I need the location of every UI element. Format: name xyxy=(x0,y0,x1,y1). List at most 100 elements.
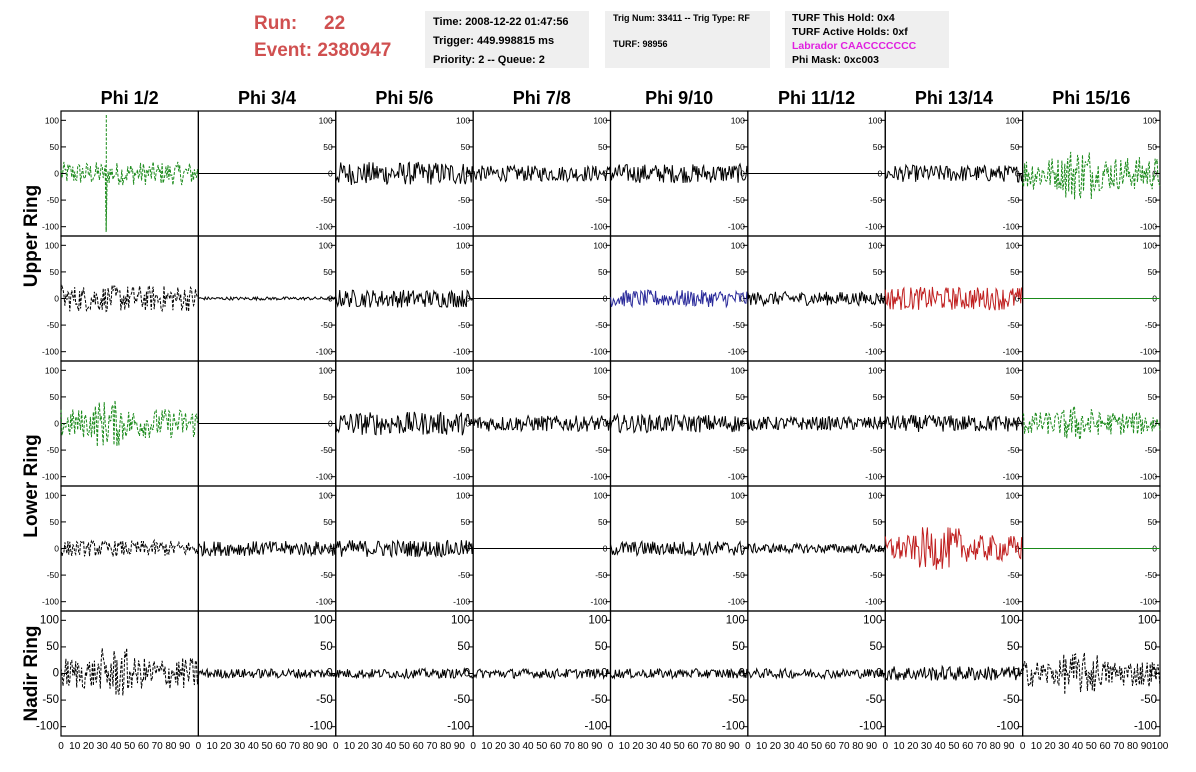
column-title: Phi 9/10 xyxy=(645,88,713,108)
y-tick-label: 0 xyxy=(740,544,745,554)
x-tick-label: 20 xyxy=(83,741,95,752)
waveform-line xyxy=(60,538,199,558)
y-tick-label: 50 xyxy=(320,641,333,653)
y-tick-label: 0 xyxy=(465,419,470,429)
y-tick-label: -50 xyxy=(47,195,60,205)
x-tick-label: 0 xyxy=(196,741,202,752)
x-tick-label: 90 xyxy=(591,741,603,752)
x-tick-label: 90 xyxy=(1141,741,1153,752)
y-tick-label: 100 xyxy=(593,490,607,500)
y-tick-label: -50 xyxy=(47,445,60,455)
y-tick-label: 50 xyxy=(735,392,745,402)
y-tick-label: 0 xyxy=(1015,544,1020,554)
x-tick-label: 60 xyxy=(687,741,699,752)
y-tick-label: 0 xyxy=(1015,294,1020,304)
x-tick-label: 20 xyxy=(220,741,232,752)
column-title: Phi 13/14 xyxy=(915,88,993,108)
y-tick-label: 50 xyxy=(732,641,745,653)
y-tick-label: 100 xyxy=(314,614,333,626)
y-tick-label: 50 xyxy=(1010,517,1020,527)
y-tick-label: -100 xyxy=(447,721,470,733)
y-tick-label: -100 xyxy=(722,721,745,733)
x-tick-label: 50 xyxy=(811,741,823,752)
waveform-line xyxy=(610,412,749,434)
waveform-line xyxy=(884,527,1024,570)
waveform-line xyxy=(472,414,611,433)
y-tick-label: -100 xyxy=(865,347,882,357)
x-tick-label: 70 xyxy=(289,741,301,752)
y-tick-label: -50 xyxy=(595,570,608,580)
x-tick-label: 70 xyxy=(426,741,438,752)
y-tick-label: 50 xyxy=(1007,641,1020,653)
x-tick-label: 30 xyxy=(509,741,521,752)
y-tick-label: -100 xyxy=(42,222,59,232)
y-tick-label: -50 xyxy=(47,320,60,330)
y-tick-label: -100 xyxy=(590,472,607,482)
y-tick-label: -50 xyxy=(320,570,333,580)
y-tick-label: 50 xyxy=(1010,392,1020,402)
y-tick-label: -100 xyxy=(453,347,470,357)
waveform-line xyxy=(60,115,199,233)
waveform-line xyxy=(335,289,474,308)
y-tick-label: -50 xyxy=(316,694,333,706)
y-tick-label: 100 xyxy=(451,614,470,626)
y-tick-label: -100 xyxy=(42,472,59,482)
x-tick-label: 60 xyxy=(550,741,562,752)
y-tick-label: 50 xyxy=(50,267,60,277)
waveform-line xyxy=(1022,404,1161,440)
y-tick-label: 100 xyxy=(319,365,333,375)
waveform-line xyxy=(335,161,474,186)
x-tick-label: 0 xyxy=(608,741,614,752)
x-tick-label: 80 xyxy=(1127,741,1139,752)
y-tick-label: 0 xyxy=(54,169,59,179)
x-tick-label: 40 xyxy=(385,741,397,752)
y-tick-label: 100 xyxy=(45,115,59,125)
time-text: Time: 2008-12-22 01:47:56 xyxy=(433,16,569,28)
x-tick-label: 30 xyxy=(371,741,383,752)
y-tick-label: 100 xyxy=(1005,240,1019,250)
y-tick-label: 50 xyxy=(598,392,608,402)
y-tick-label: -50 xyxy=(1007,570,1020,580)
turf-active-holds-text: TURF Active Holds: 0xf xyxy=(792,26,908,38)
y-tick-label: -100 xyxy=(728,222,745,232)
x-tick-label: 30 xyxy=(646,741,658,752)
y-tick-label: 0 xyxy=(878,419,883,429)
y-tick-label: -50 xyxy=(47,570,60,580)
y-tick-label: 50 xyxy=(873,142,883,152)
x-tick-label: 20 xyxy=(770,741,782,752)
y-tick-label: -100 xyxy=(590,347,607,357)
waveform-line xyxy=(747,667,886,681)
y-tick-label: -50 xyxy=(458,570,471,580)
panel-frame xyxy=(884,485,1024,612)
x-tick-label: 40 xyxy=(110,741,122,752)
waveform-line xyxy=(473,163,611,183)
y-tick-label: 0 xyxy=(53,668,59,680)
y-tick-label: -100 xyxy=(1003,222,1020,232)
y-tick-label: -100 xyxy=(865,597,882,607)
column-title: Phi 15/16 xyxy=(1052,88,1130,108)
waveform-line xyxy=(884,286,1024,311)
y-tick-label: 100 xyxy=(40,614,59,626)
y-tick-label: -100 xyxy=(310,721,333,733)
run-label: Run: xyxy=(254,13,298,34)
y-tick-label: 100 xyxy=(456,240,470,250)
y-tick-label: 100 xyxy=(731,365,745,375)
y-tick-label: 0 xyxy=(54,294,59,304)
x-tick-label: 30 xyxy=(784,741,796,752)
y-tick-label: -50 xyxy=(870,445,883,455)
y-tick-label: -100 xyxy=(1140,222,1157,232)
x-tick-label: 10 xyxy=(1031,741,1043,752)
x-tick-label: 80 xyxy=(165,741,177,752)
y-tick-label: -50 xyxy=(42,694,59,706)
y-tick-label: 50 xyxy=(323,142,333,152)
x-tick-label: 40 xyxy=(797,741,809,752)
x-tick-label: 90 xyxy=(179,741,191,752)
y-tick-label: 100 xyxy=(593,365,607,375)
x-tick-label: 30 xyxy=(921,741,933,752)
y-tick-label: 50 xyxy=(873,392,883,402)
x-tick-label: 50 xyxy=(399,741,411,752)
x-tick-label: 40 xyxy=(935,741,947,752)
y-tick-label: -100 xyxy=(590,597,607,607)
y-tick-label: 50 xyxy=(1148,142,1158,152)
